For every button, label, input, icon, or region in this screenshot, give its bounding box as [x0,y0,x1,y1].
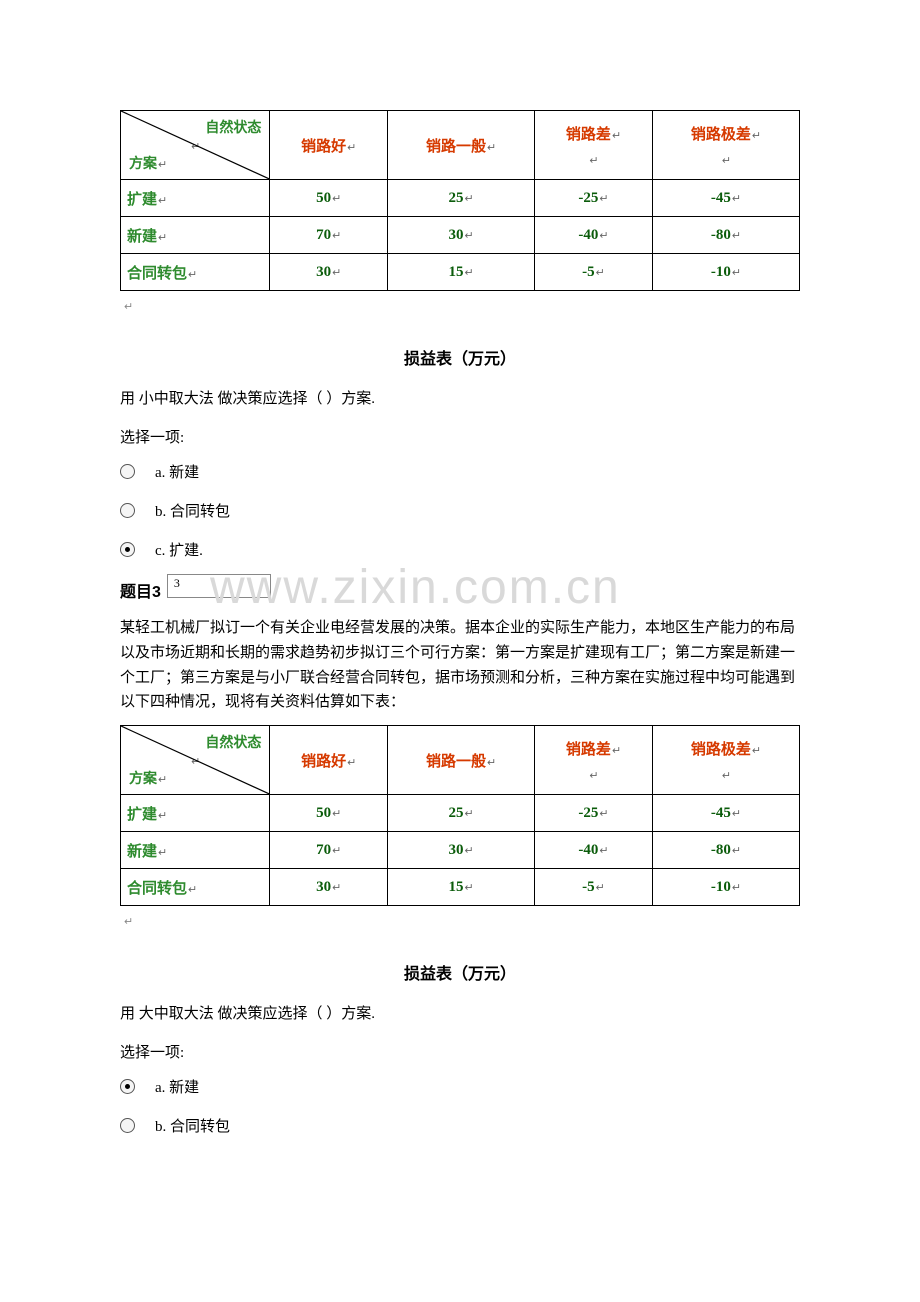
option-label: c. 扩建. [155,539,203,560]
corner-bottom-label: 方案↵ [129,153,167,173]
option-label: b. 合同转包 [155,1115,230,1136]
radio-icon[interactable] [120,503,135,518]
table-corner: 自然状态↵ 方案↵ [121,726,270,795]
col-header: 销路差↵↵ [535,726,653,795]
radio-icon-selected[interactable] [120,542,135,557]
loss-table-1: 自然状态↵ 方案↵ 销路好↵ 销路一般↵ 销路差↵↵ 销路极差↵↵ 扩建↵ 50… [120,110,800,291]
corner-bottom-label: 方案↵ [129,768,167,788]
option-row[interactable]: c. 扩建. [120,539,800,560]
option-row[interactable]: a. 新建 [120,1076,800,1097]
col-header: 销路极差↵↵ [652,726,799,795]
question-intro: 某轻工机械厂拟订一个有关企业电经营发展的决策。据本企业的实际生产能力，本地区生产… [120,616,800,715]
table-caption: 损益表（万元） [120,345,800,369]
col-header: 销路极差↵↵ [652,111,799,180]
question-stem: 用 小中取大法 做决策应选择（ ）方案. [120,387,800,408]
col-header: 销路一般↵ [388,111,535,180]
radio-icon[interactable] [120,464,135,479]
question-stem: 用 大中取大法 做决策应选择（ ）方案. [120,1002,800,1023]
col-header: 销路好↵ [270,726,388,795]
table-row: 扩建↵ 50↵ 25↵ -25↵ -45↵ [121,180,800,217]
option-prompt: 选择一项: [120,426,800,447]
carriage-return-mark: ↵ [124,301,133,313]
option-row[interactable]: b. 合同转包 [120,500,800,521]
table-row: 新建↵ 70↵ 30↵ -40↵ -80↵ [121,217,800,254]
option-label: a. 新建 [155,461,199,482]
radio-icon-selected[interactable] [120,1079,135,1094]
option-label: b. 合同转包 [155,500,230,521]
table-row: 合同转包↵ 30↵ 15↵ -5↵ -10↵ [121,254,800,291]
table-corner: 自然状态↵ 方案↵ [121,111,270,180]
table-row: 新建↵ 70↵ 30↵ -40↵ -80↵ [121,832,800,869]
option-row[interactable]: b. 合同转包 [120,1115,800,1136]
radio-icon[interactable] [120,1118,135,1133]
question-number-box: 3 [167,574,271,598]
carriage-return-mark: ↵ [124,916,133,928]
table-caption: 损益表（万元） [120,960,800,984]
col-header: 销路好↵ [270,111,388,180]
option-row[interactable]: a. 新建 [120,461,800,482]
option-label: a. 新建 [155,1076,199,1097]
question-heading: 题目3 [120,578,161,602]
col-header: 销路一般↵ [388,726,535,795]
table-row: 合同转包↵ 30↵ 15↵ -5↵ -10↵ [121,869,800,906]
option-prompt: 选择一项: [120,1041,800,1062]
corner-top-label: 自然状态 [205,117,261,137]
table-row: 扩建↵ 50↵ 25↵ -25↵ -45↵ [121,795,800,832]
corner-top-label: 自然状态 [205,732,261,752]
col-header: 销路差↵↵ [535,111,653,180]
loss-table-2: 自然状态↵ 方案↵ 销路好↵ 销路一般↵ 销路差↵↵ 销路极差↵↵ 扩建↵ 50… [120,725,800,906]
